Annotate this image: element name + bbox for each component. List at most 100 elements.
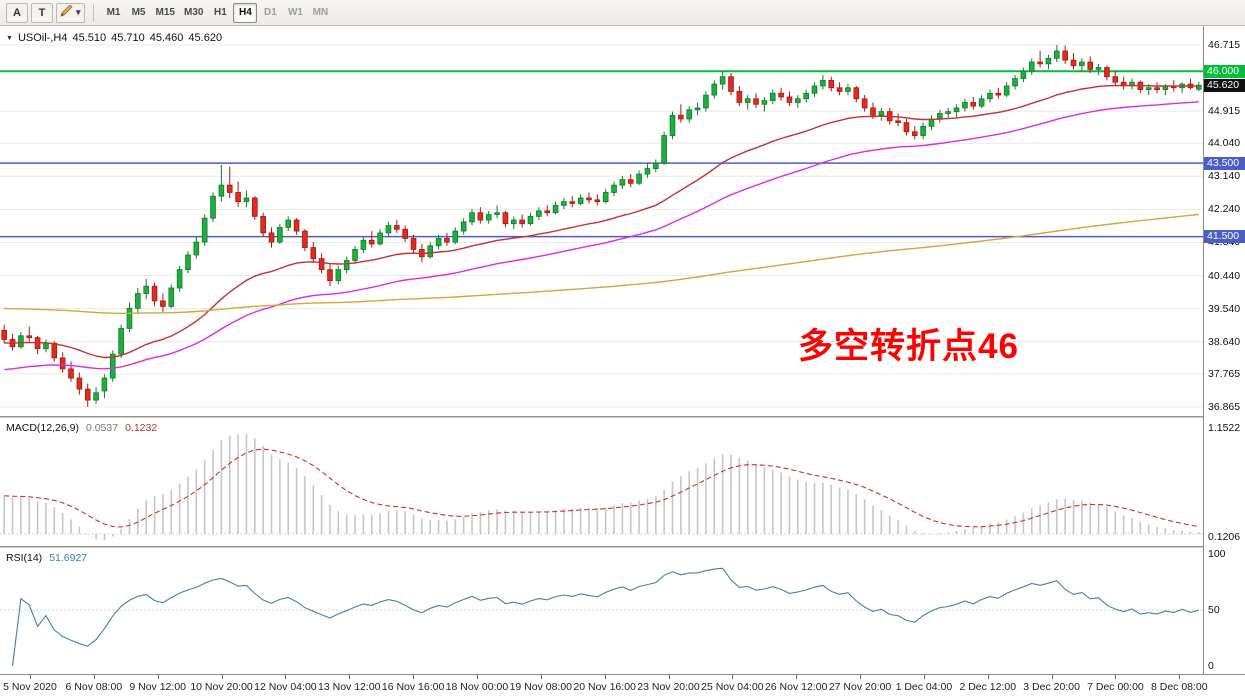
- current-price-badge: 45.620: [1204, 78, 1245, 92]
- price-axis[interactable]: 1.1522 0.1206 100 50 0 46.715 44.915 44.04…: [1203, 26, 1245, 674]
- timeframe-w1-button[interactable]: W1: [283, 3, 307, 23]
- rsi-name: RSI(14): [6, 552, 43, 564]
- price-tick-label: 40.440: [1208, 269, 1241, 282]
- time-tick: [349, 675, 351, 679]
- time-tick: [157, 675, 159, 679]
- rsi-axis-0-label: 0: [1208, 660, 1214, 672]
- dropdown-arrow-icon: ▾: [76, 7, 81, 17]
- tool-t-button[interactable]: T: [31, 2, 53, 23]
- time-tick: [732, 675, 734, 679]
- time-tick: [221, 675, 223, 679]
- crayon-icon: [60, 4, 74, 20]
- time-tick: [1179, 675, 1181, 679]
- time-label: 1 Dec 04:00: [895, 681, 953, 693]
- timeframe-mn-button[interactable]: MN: [308, 3, 332, 23]
- timeframe-h4-button[interactable]: H4: [233, 2, 258, 23]
- ma-slow-orange: [4, 213, 1199, 314]
- macd-pane-canvas[interactable]: [0, 418, 1203, 546]
- rsi-value: 51.6927: [49, 552, 88, 564]
- time-tick: [604, 675, 606, 679]
- caption-arrow-icon[interactable]: ▼: [6, 34, 13, 42]
- timeframe-h1-button[interactable]: H1: [208, 3, 232, 23]
- main-chart-canvas[interactable]: [0, 26, 1203, 416]
- level-price-badge: 46.000: [1204, 64, 1245, 78]
- time-tick: [93, 675, 95, 679]
- grid-lines: [0, 44, 1203, 408]
- price-tick-label: 37.765: [1208, 367, 1241, 380]
- rsi-pane-canvas[interactable]: [0, 548, 1203, 674]
- time-tick: [796, 675, 798, 679]
- price-tick-label: 43.140: [1208, 170, 1241, 183]
- chart-caption: ▼ USOil-,H4 45.510 45.710 45.460 45.620: [6, 32, 222, 44]
- time-tick: [476, 675, 478, 679]
- time-tick: [987, 675, 989, 679]
- level-price-badge: 41.500: [1204, 230, 1245, 244]
- time-label: 20 Nov 16:00: [573, 681, 636, 693]
- time-label: 27 Nov 20:00: [828, 681, 892, 693]
- price-tick-label: 39.540: [1208, 302, 1241, 315]
- price-tick-label: 44.040: [1208, 137, 1241, 150]
- horizontal-level-lines: [0, 70, 1203, 238]
- rsi-label: RSI(14) 51.6927: [6, 552, 87, 564]
- macd-label: MACD(12,26,9) 0.0537 0.1232: [6, 422, 157, 434]
- symbol-period-label: USOil-,H4: [17, 32, 68, 44]
- time-label: 6 Nov 08:00: [65, 681, 123, 693]
- time-tick: [413, 675, 415, 679]
- timeframe-m5-button[interactable]: M5: [127, 3, 151, 23]
- time-label: 16 Nov 16:00: [381, 681, 445, 693]
- rsi-axis-100-label: 100: [1208, 548, 1226, 560]
- level-price-badge: 43.500: [1204, 156, 1245, 170]
- time-label: 25 Nov 04:00: [701, 681, 764, 693]
- time-tick: [860, 675, 862, 679]
- time-label: 26 Nov 12:00: [764, 681, 828, 693]
- price-tick-label: 38.640: [1208, 335, 1241, 348]
- time-tick: [1051, 675, 1053, 679]
- ohlc-open: 45.510: [72, 32, 107, 44]
- time-label: 13 Nov 12:00: [318, 681, 381, 693]
- timeframe-m1-button[interactable]: M1: [102, 3, 126, 23]
- price-tick-label: 44.915: [1208, 105, 1241, 118]
- moving-average-lines: [4, 84, 1199, 371]
- pane-separator-macd[interactable]: [0, 416, 1245, 418]
- time-label: 19 Nov 08:00: [509, 681, 573, 693]
- time-axis[interactable]: 5 Nov 2020 6 Nov 08:00 9 Nov 12:00 10 Nov 2…: [0, 674, 1245, 697]
- colors-dropdown-button[interactable]: ▾: [56, 2, 85, 23]
- price-tick-label: 36.865: [1208, 400, 1241, 413]
- time-label: 7 Dec 00:00: [1087, 681, 1144, 693]
- rsi-line: [11, 567, 1199, 667]
- time-tick: [1115, 675, 1117, 679]
- pane-separator-rsi[interactable]: [0, 546, 1245, 548]
- macd-signal-line: [4, 448, 1199, 528]
- ohlc-high: 45.710: [111, 32, 145, 44]
- toolbar-separator: [92, 3, 94, 22]
- macd-axis-max-label: 1.1522: [1208, 422, 1241, 434]
- time-tick: [668, 675, 670, 679]
- time-tick: [540, 675, 542, 679]
- macd-value: 0.0537: [85, 422, 119, 434]
- rsi-axis-50-label: 50: [1208, 604, 1220, 616]
- macd-name: MACD(12,26,9): [6, 422, 79, 434]
- time-label: 3 Dec 20:00: [1023, 681, 1080, 693]
- time-label: 10 Nov 20:00: [190, 681, 253, 693]
- time-label: 18 Nov 00:00: [445, 681, 509, 693]
- time-tick: [30, 675, 31, 679]
- timeframe-d1-button[interactable]: D1: [258, 3, 282, 23]
- tool-a-button[interactable]: A: [6, 2, 28, 23]
- trend-annotation: 多空转折点46: [798, 327, 1019, 366]
- time-tick: [923, 675, 925, 679]
- ohlc-close: 45.620: [188, 32, 223, 44]
- ma-mid-magenta: [4, 101, 1199, 371]
- time-label: 9 Nov 12:00: [129, 681, 186, 693]
- time-label: 2 Dec 12:00: [959, 681, 1017, 693]
- time-label: 12 Nov 04:00: [254, 681, 317, 693]
- time-label: 8 Dec 08:00: [1150, 681, 1208, 693]
- time-label: 5 Nov 2020: [3, 681, 57, 693]
- timeframe-m15-button[interactable]: M15: [152, 3, 179, 23]
- time-tick: [285, 675, 287, 679]
- timeframe-bar: M1 M5 M15 M30 H1 H4 D1 W1 MN: [102, 2, 333, 23]
- ohlc-low: 45.460: [149, 32, 184, 44]
- macd-signal-value: 0.1232: [125, 422, 158, 434]
- toolbar: A T ▾ M1 M5 M15 M30 H1 H4 D1 W1 MN: [0, 0, 1245, 26]
- price-tick-label: 46.715: [1208, 38, 1241, 51]
- timeframe-m30-button[interactable]: M30: [180, 3, 207, 23]
